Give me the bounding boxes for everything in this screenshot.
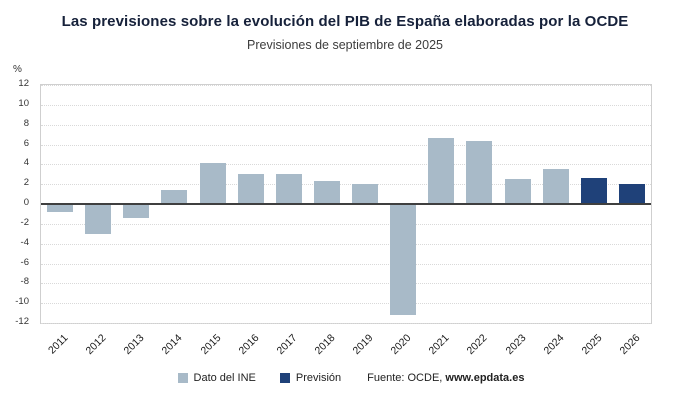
bar-2011 [47,204,74,212]
y-axis-tick-label: -6 [20,256,29,268]
bar-2013 [123,204,150,218]
bar-2025 [580,178,607,204]
zero-axis-line [41,203,651,205]
bar-2023 [504,179,531,204]
source-text: Fuente: OCDE, www.epdata.es [367,372,524,384]
bar-2015 [199,163,226,204]
bar-2014 [161,190,188,204]
x-axis-tick-label: 2025 [579,332,605,358]
gridline [41,323,651,324]
x-axis-tick-label: 2016 [236,332,262,358]
legend-item-prevision[interactable]: Previsión [279,372,342,384]
bar-2022 [466,140,493,204]
x-axis-tick-label: 2019 [350,332,376,358]
x-axis-tick-label: 2012 [83,332,109,358]
plot-area [40,84,652,324]
gridline [41,164,651,166]
gridline [41,85,651,86]
y-axis-tick-label: 4 [23,157,29,169]
gridline [41,263,651,265]
y-axis-tick-label: -2 [20,216,29,228]
gridline [41,223,651,225]
y-axis-tick-label: -12 [15,316,29,327]
bar-2021 [428,137,455,204]
y-axis-tick-label: 0 [23,197,29,208]
bar-2019 [352,184,379,204]
legend-item-ine[interactable]: Dato del INE [177,372,256,384]
x-axis-tick-label: 2022 [464,332,490,358]
page-subtitle: Previsiones de septiembre de 2025 [247,38,443,52]
gridline [41,243,651,245]
legend-swatch-ine [177,373,188,383]
y-axis-tick-label: 2 [23,177,29,189]
x-axis-tick-label: 2015 [198,332,224,358]
x-axis-tick-label: 2014 [159,332,185,358]
y-axis-tick-label: 12 [18,78,29,89]
x-axis-tick-label: 2023 [503,332,529,358]
source-site-link[interactable]: www.epdata.es [445,372,525,384]
bar-2020 [390,204,417,316]
y-axis-tick-label: 6 [23,137,29,149]
legend: Dato del INE Previsión Fuente: OCDE, www… [0,372,690,384]
page-title: Las previsiones sobre la evolución del P… [61,13,629,30]
bar-2018 [313,181,340,204]
x-axis-tick-label: 2021 [426,332,452,358]
bar-2017 [275,174,302,204]
legend-label-ine: Dato del INE [193,372,256,384]
x-axis-tick-label: 2020 [388,332,414,358]
y-axis-unit-label: % [13,64,22,75]
gridline [41,144,651,146]
gridline [41,184,651,186]
y-axis-tick-label: -10 [15,296,29,308]
legend-label-prevision: Previsión [295,372,342,384]
x-axis-tick-label: 2024 [541,332,567,358]
bar-2024 [542,169,569,204]
y-axis-tick-label: 10 [18,97,29,109]
y-axis-tick-label: -4 [20,236,29,248]
source-prefix: Fuente: OCDE, [367,372,446,384]
bar-2016 [237,174,264,204]
y-axis-labels: -12 -10 -8 -6 -4 -2 0 2 4 6 8 10 12 [4,78,36,327]
gridline [41,124,651,126]
y-axis-tick-label: -8 [20,276,29,288]
bar-2026 [618,184,645,204]
gridline [41,104,651,106]
x-axis-labels: 2011 2012 2013 2014 2015 2016 2017 2018 2019 2020… [40,325,652,369]
bar-2012 [85,204,112,234]
gridline [41,283,651,285]
legend-swatch-prevision [279,373,290,383]
x-axis-tick-label: 2017 [274,332,300,358]
y-axis-tick-label: 8 [23,117,29,129]
x-axis-tick-label: 2013 [121,332,147,358]
x-axis-tick-label: 2026 [617,332,643,358]
x-axis-tick-label: 2018 [312,332,338,358]
gridline [41,303,651,305]
x-axis-tick-label: 2011 [46,332,71,357]
